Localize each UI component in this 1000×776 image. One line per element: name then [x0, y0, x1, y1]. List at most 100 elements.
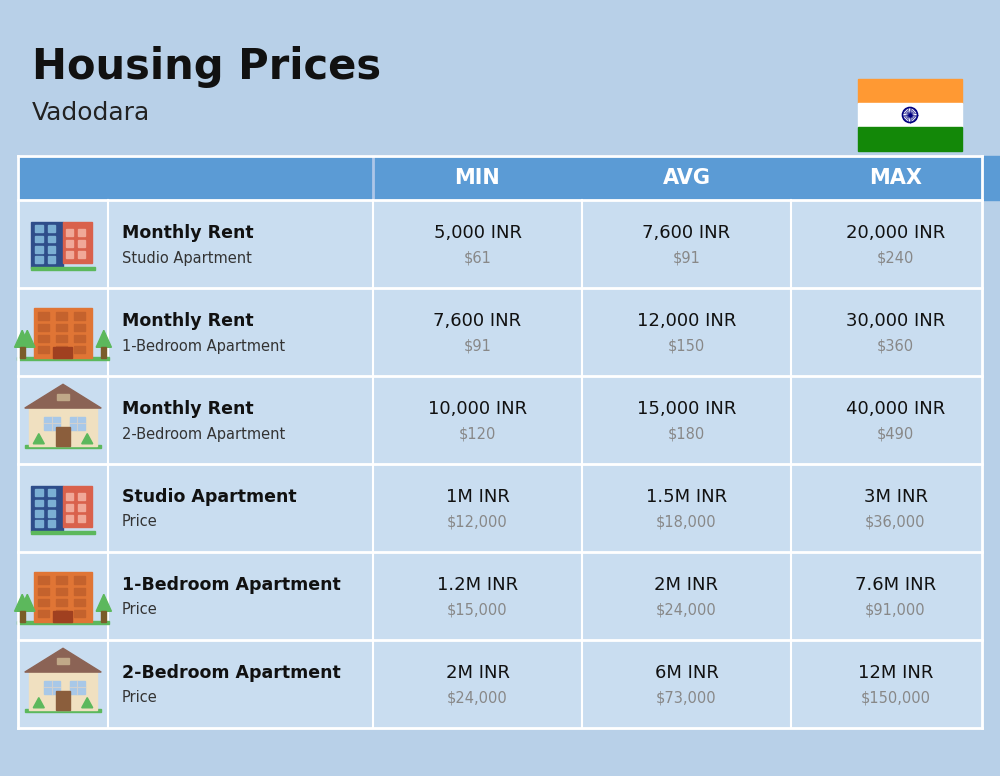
Text: Vadodara: Vadodara	[32, 101, 150, 125]
Bar	[18, 156, 373, 200]
Bar	[56, 610, 67, 617]
Bar	[31, 267, 95, 270]
Bar	[78, 504, 85, 511]
Bar	[34, 308, 92, 358]
Text: 2-Bedroom Apartment: 2-Bedroom Apartment	[122, 664, 341, 682]
Text: 1.2M INR: 1.2M INR	[437, 576, 518, 594]
Bar	[35, 246, 43, 252]
Bar	[63, 222, 92, 263]
Text: 30,000 INR: 30,000 INR	[846, 312, 945, 330]
Bar	[31, 486, 63, 532]
Bar	[25, 445, 101, 448]
Text: Monthly Rent: Monthly Rent	[122, 224, 254, 242]
Polygon shape	[82, 434, 93, 444]
Bar	[78, 251, 85, 258]
Bar	[56, 691, 70, 709]
Text: $150,000: $150,000	[860, 691, 930, 705]
Bar	[74, 598, 85, 606]
Text: $24,000: $24,000	[656, 602, 717, 618]
Text: MAX: MAX	[869, 168, 922, 188]
Text: $490: $490	[877, 427, 914, 442]
Polygon shape	[20, 594, 35, 611]
Bar	[66, 514, 73, 521]
Bar	[31, 222, 63, 268]
Polygon shape	[15, 331, 30, 348]
Text: MIN: MIN	[455, 168, 500, 188]
Bar	[35, 235, 43, 242]
Bar	[38, 334, 49, 342]
Bar	[56, 334, 67, 342]
Bar	[53, 611, 72, 622]
Bar	[66, 229, 73, 235]
Bar	[35, 256, 43, 263]
Text: $24,000: $24,000	[447, 691, 508, 705]
Bar	[18, 640, 982, 728]
Text: Studio Apartment: Studio Apartment	[122, 251, 252, 265]
Text: $73,000: $73,000	[656, 691, 717, 705]
Text: 2M INR: 2M INR	[446, 664, 510, 682]
Bar	[66, 504, 73, 511]
Text: 40,000 INR: 40,000 INR	[846, 400, 945, 418]
Bar	[48, 500, 55, 506]
Text: Price: Price	[122, 691, 158, 705]
Bar	[48, 225, 55, 232]
Bar	[29, 672, 97, 709]
Polygon shape	[96, 331, 111, 348]
Bar	[70, 681, 85, 695]
Polygon shape	[54, 390, 72, 400]
Text: Price: Price	[122, 602, 158, 618]
Text: 1.5M INR: 1.5M INR	[646, 488, 727, 506]
Text: 12,000 INR: 12,000 INR	[637, 312, 736, 330]
Text: $360: $360	[877, 338, 914, 354]
Bar	[18, 552, 982, 640]
Text: 20,000 INR: 20,000 INR	[846, 224, 945, 242]
Bar	[17, 621, 109, 624]
Bar	[35, 510, 43, 517]
Text: 5,000 INR: 5,000 INR	[434, 224, 522, 242]
Bar	[38, 345, 49, 353]
Bar	[70, 417, 85, 430]
Bar	[57, 657, 69, 664]
Bar	[38, 587, 49, 595]
Bar	[74, 334, 85, 342]
Text: Price: Price	[122, 514, 158, 529]
Text: $18,000: $18,000	[656, 514, 717, 529]
Bar	[35, 225, 43, 232]
Bar	[38, 577, 49, 584]
Text: $120: $120	[459, 427, 496, 442]
Bar	[29, 408, 97, 445]
Bar	[858, 79, 962, 103]
Bar	[20, 611, 25, 622]
Bar	[35, 520, 43, 527]
Bar	[38, 598, 49, 606]
Polygon shape	[25, 384, 101, 408]
Polygon shape	[54, 653, 72, 663]
Text: 7,600 INR: 7,600 INR	[433, 312, 522, 330]
Bar	[20, 348, 25, 358]
Bar	[74, 610, 85, 617]
Bar	[78, 240, 85, 247]
Bar	[53, 348, 72, 358]
Text: 6M INR: 6M INR	[655, 664, 718, 682]
Bar	[48, 246, 55, 252]
Polygon shape	[33, 434, 44, 444]
Bar	[74, 345, 85, 353]
Text: Studio Apartment: Studio Apartment	[122, 488, 297, 506]
Bar	[57, 393, 69, 400]
Bar	[35, 490, 43, 496]
Bar	[48, 235, 55, 242]
Polygon shape	[33, 698, 44, 708]
Text: $36,000: $36,000	[865, 514, 926, 529]
Bar	[38, 324, 49, 331]
Bar	[858, 103, 962, 127]
Bar	[38, 313, 49, 320]
Text: 2-Bedroom Apartment: 2-Bedroom Apartment	[122, 427, 285, 442]
Text: 2M INR: 2M INR	[654, 576, 718, 594]
Text: $12,000: $12,000	[447, 514, 508, 529]
Bar	[78, 514, 85, 521]
Bar	[56, 577, 67, 584]
Bar	[63, 486, 92, 527]
Text: 3M INR: 3M INR	[864, 488, 928, 506]
Text: 12M INR: 12M INR	[858, 664, 933, 682]
Text: $91: $91	[464, 338, 491, 354]
